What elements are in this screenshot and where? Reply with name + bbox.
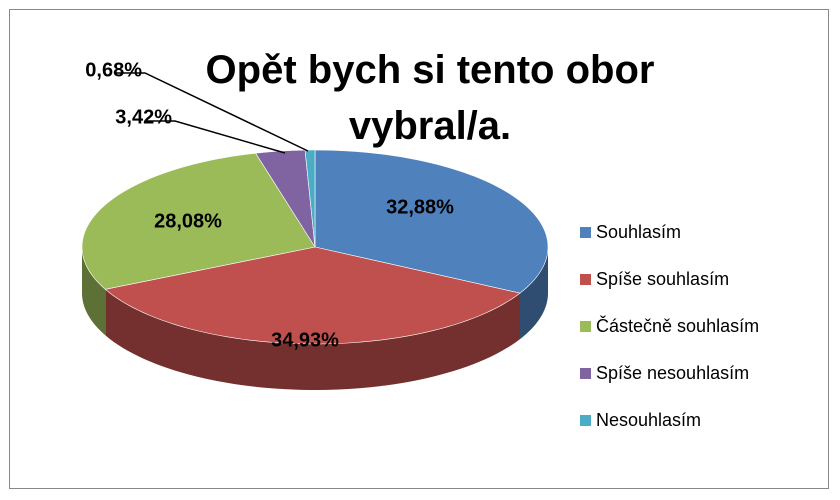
legend-swatch [580, 368, 591, 379]
value-label: 0,68% [85, 59, 142, 81]
value-label: 28,08% [154, 210, 222, 232]
slice-side [520, 247, 548, 340]
legend-swatch [580, 415, 591, 426]
leader-line [115, 72, 309, 152]
legend-swatch [580, 274, 591, 285]
value-label: 3,42% [115, 106, 172, 128]
chart-title: Opět bych si tento obor vybral/a. [205, 48, 655, 148]
slice-side [105, 289, 520, 390]
chart-frame [9, 9, 829, 489]
legend-label: Souhlasím [596, 222, 681, 242]
value-label: 32,88% [386, 196, 454, 218]
legend-label: Částečně souhlasím [596, 315, 759, 336]
legend-label: Nesouhlasím [596, 410, 701, 430]
leader-line [145, 120, 286, 154]
legend-swatch [580, 321, 591, 332]
slice [314, 149, 549, 294]
legend-label: Spíše souhlasím [596, 269, 729, 289]
value-label: 34,93% [271, 329, 339, 351]
slice [104, 246, 521, 345]
legend-label: Spíše nesouhlasím [596, 363, 749, 383]
slice [81, 152, 316, 290]
legend-swatch [580, 227, 591, 238]
